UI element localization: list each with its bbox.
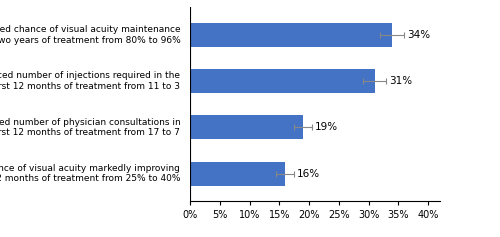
Bar: [190, 69, 374, 93]
Text: 16%: 16%: [296, 169, 320, 179]
Bar: [190, 115, 303, 139]
Bar: [190, 162, 285, 186]
Text: 31%: 31%: [389, 76, 412, 86]
Bar: [190, 23, 392, 47]
Text: 34%: 34%: [406, 30, 430, 40]
Text: 19%: 19%: [314, 123, 338, 132]
